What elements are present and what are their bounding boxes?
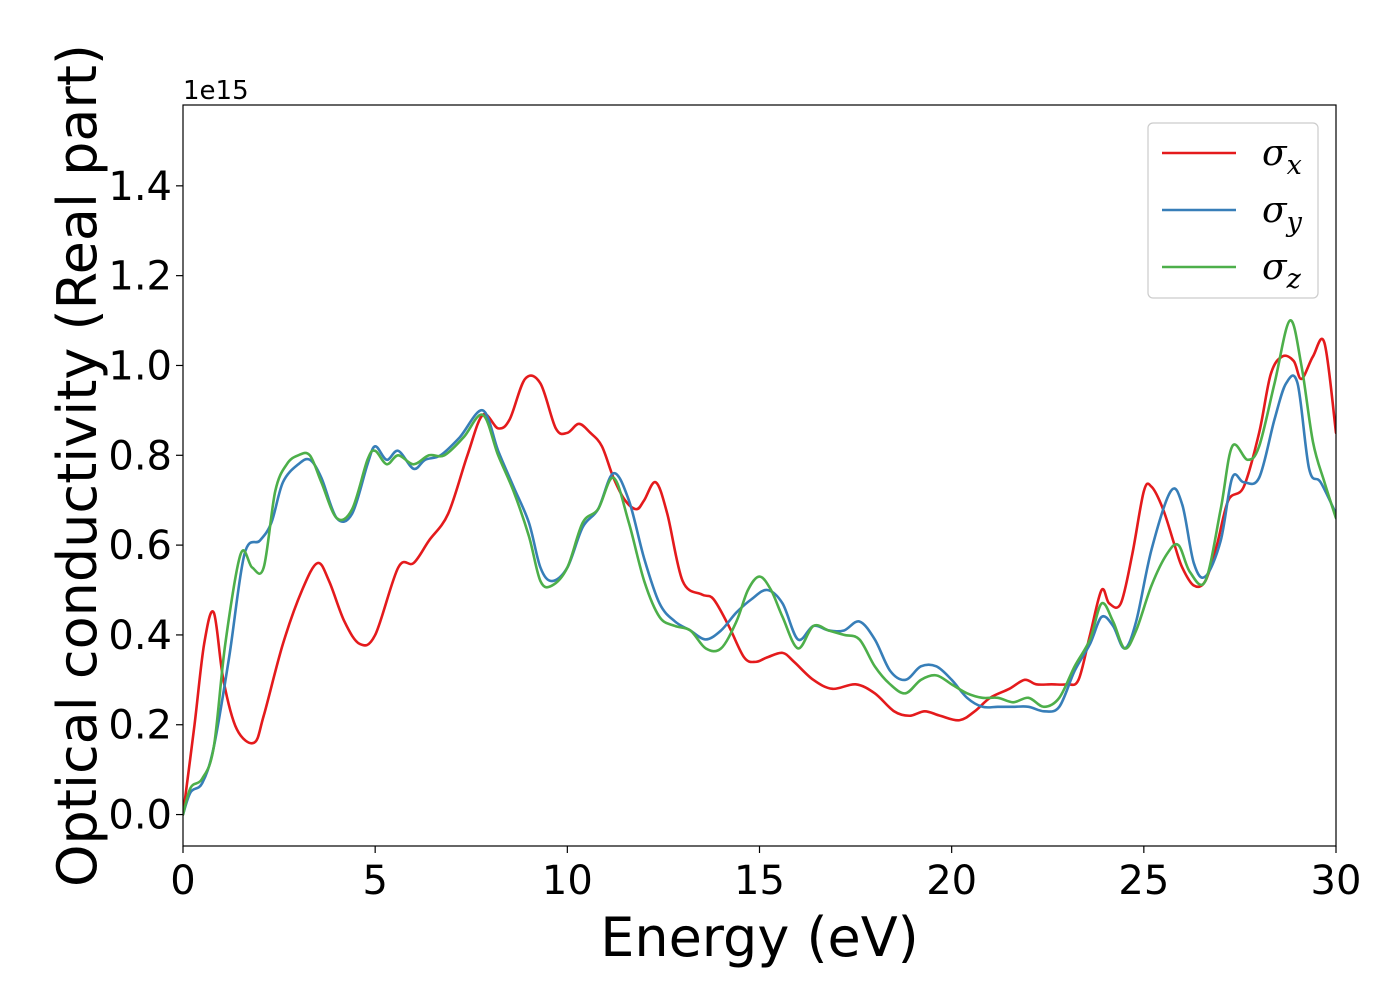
- series-line-z: [183, 319, 1336, 816]
- y-tick-label: 0.4: [108, 613, 172, 659]
- y-tick-label: 0.8: [108, 433, 172, 479]
- y-tick-label: 0.6: [108, 523, 172, 569]
- y-tick-label: 1.2: [108, 254, 172, 300]
- x-tick-label: 5: [362, 858, 387, 904]
- legend-label-y: σy: [1262, 190, 1303, 238]
- y-tick-label: 0.0: [108, 793, 172, 839]
- x-axis-label: Energy (eV): [600, 906, 919, 969]
- x-tick-label: 15: [734, 858, 785, 904]
- x-tick-label: 0: [170, 858, 195, 904]
- x-tick-label: 20: [926, 858, 977, 904]
- x-axis-ticks: 0 5 10 15 20 25 30: [170, 846, 1361, 904]
- y-axis-ticks: 0.0 0.2 0.4 0.6 0.8 1.0 1.2 1.4: [108, 164, 183, 839]
- x-tick-label: 10: [542, 858, 593, 904]
- y-tick-label: 1.4: [108, 164, 172, 210]
- x-tick-label: 25: [1118, 858, 1169, 904]
- y-axis-offset-label: 1e15: [183, 76, 249, 106]
- legend-label-z: σz: [1262, 247, 1302, 295]
- series-lines: [183, 319, 1336, 816]
- x-tick-label: 30: [1311, 858, 1362, 904]
- legend-label-x: σx: [1262, 133, 1302, 181]
- y-tick-label: 0.2: [108, 703, 172, 749]
- series-line-y: [183, 374, 1336, 816]
- y-axis-label: Optical conductivity (Real part): [46, 44, 109, 887]
- legend: σx σy σz: [1147, 122, 1319, 299]
- y-tick-label: 1.0: [108, 343, 172, 389]
